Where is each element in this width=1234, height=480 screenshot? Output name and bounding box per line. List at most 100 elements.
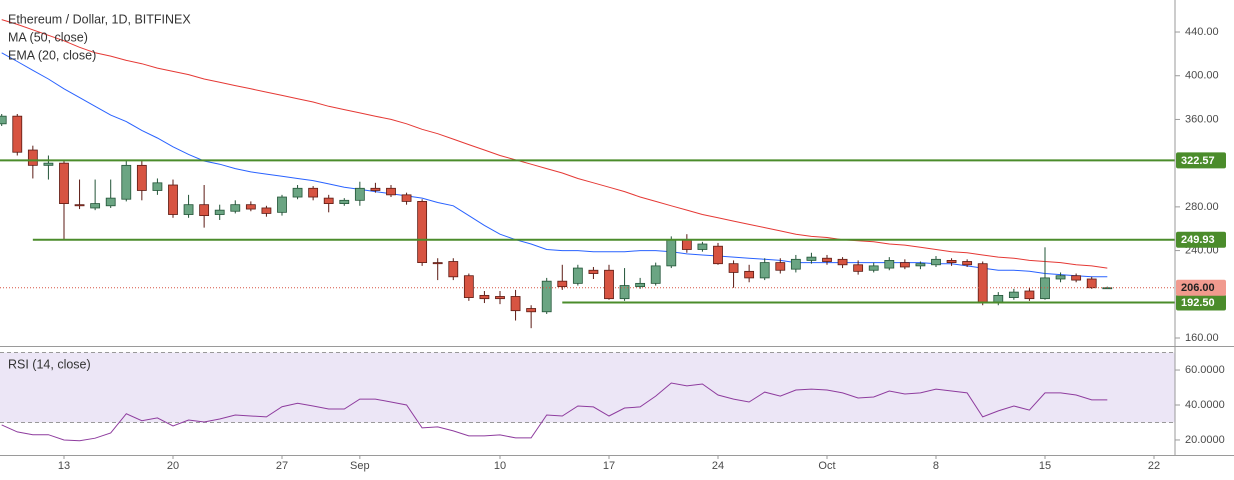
candle-body [557, 280, 568, 288]
candle-body [90, 203, 101, 209]
y-tick-label: 60.0000 [1185, 364, 1225, 376]
candle-body [43, 162, 54, 166]
candle-body [401, 194, 412, 202]
candle-body [495, 296, 505, 300]
x-tick-label: 27 [276, 460, 288, 472]
candle-body [136, 164, 147, 191]
y-tick-label: 440.00 [1185, 26, 1219, 38]
rsi-pane: 20.0000 40.0000 60.0000 [0, 352, 1225, 446]
candle-body [868, 265, 879, 271]
candle-body [261, 207, 272, 214]
candle-body [931, 258, 941, 266]
candle-body [292, 187, 303, 198]
candle-body [604, 269, 614, 300]
y-tick-label: 160.00 [1185, 332, 1219, 344]
y-tick-label: 400.00 [1185, 70, 1219, 82]
candle-body [339, 199, 350, 204]
candle-body [806, 256, 817, 261]
level-label-box [1176, 231, 1226, 248]
candle-body [448, 261, 459, 278]
candle-body [977, 263, 988, 303]
candle-body [993, 294, 1004, 303]
x-tick-label: 15 [1039, 460, 1051, 472]
legend-entry: EMA (20, close) [8, 48, 96, 62]
candle-body [759, 262, 770, 279]
candle-body [417, 201, 428, 264]
candle-body [245, 204, 256, 210]
x-tick-label: Sep [350, 460, 370, 472]
level-label: 322.57 [1181, 155, 1215, 167]
candle-body [1008, 291, 1019, 298]
candle-body [308, 187, 319, 198]
last-price-label: 206.00 [1181, 282, 1215, 294]
x-tick-label: 17 [603, 460, 615, 472]
y-tick-label: 240.00 [1185, 244, 1219, 256]
candle-body [728, 263, 739, 273]
candle-body [479, 294, 490, 300]
candle-body [822, 257, 832, 262]
last-price-box [1176, 279, 1226, 296]
candle-body [1055, 275, 1066, 280]
candle-body [121, 164, 132, 200]
candle-body [666, 239, 677, 267]
candle-body [510, 296, 521, 312]
candle-body [27, 149, 38, 166]
x-tick-label: 13 [58, 460, 70, 472]
candle-body [635, 282, 646, 288]
candle-body [168, 184, 178, 215]
overlay: Ethereum / Dollar, 1D, BITFINEX MA (50, … [8, 12, 1226, 472]
level-label: 249.93 [1181, 234, 1215, 246]
candle-body [183, 204, 194, 215]
price-pane: 160.00 240.00 280.00 360.00 400.00 440.00 [0, 19, 1219, 344]
y-tick-label: 20.0000 [1185, 434, 1225, 446]
candle-body [370, 187, 381, 191]
level-label-box [1176, 294, 1226, 311]
candle-body [1040, 277, 1050, 300]
candle-body [619, 285, 630, 300]
candle-body [386, 187, 396, 196]
candle-body [199, 204, 210, 217]
candle-body [354, 187, 365, 201]
y-tick-label: 40.0000 [1185, 399, 1225, 411]
candle-body [790, 258, 801, 270]
candle-body [713, 245, 723, 265]
candle-body [432, 262, 443, 265]
x-tick-label: 20 [167, 460, 179, 472]
candle-body [230, 204, 241, 212]
candle-body [1071, 275, 1082, 281]
candle-body [650, 265, 661, 284]
candle-body [853, 264, 864, 272]
candle-body [681, 239, 692, 250]
moving-average-line [1, 52, 1108, 278]
y-tick-label: 360.00 [1185, 113, 1219, 125]
candle-body [323, 197, 334, 204]
candle-body [12, 115, 23, 153]
candle-body [1086, 278, 1097, 289]
x-tick-label: 22 [1148, 460, 1160, 472]
candle-body [74, 204, 85, 207]
candle-body [214, 209, 225, 215]
candle-body [463, 275, 474, 298]
candle-body [152, 182, 163, 191]
candle-body [588, 269, 599, 274]
legend-entry: MA (50, close) [8, 30, 88, 44]
candle-body [541, 280, 552, 313]
candle-body [899, 262, 910, 268]
candle-body [0, 115, 7, 125]
candle-body [277, 196, 287, 213]
x-tick-label: 24 [712, 460, 724, 472]
x-tick-label: Oct [818, 460, 835, 472]
rsi-band [0, 352, 1175, 423]
level-label-box [1176, 152, 1226, 169]
candle-body [837, 258, 848, 266]
candle-body [105, 197, 116, 207]
candle-body [946, 260, 957, 264]
rsi-title: RSI (14, close) [8, 357, 91, 371]
candle-body [697, 243, 708, 250]
candle-body [775, 262, 786, 271]
y-tick-label: 280.00 [1185, 201, 1219, 213]
candle-body [962, 261, 973, 266]
x-tick-label: 10 [494, 460, 506, 472]
